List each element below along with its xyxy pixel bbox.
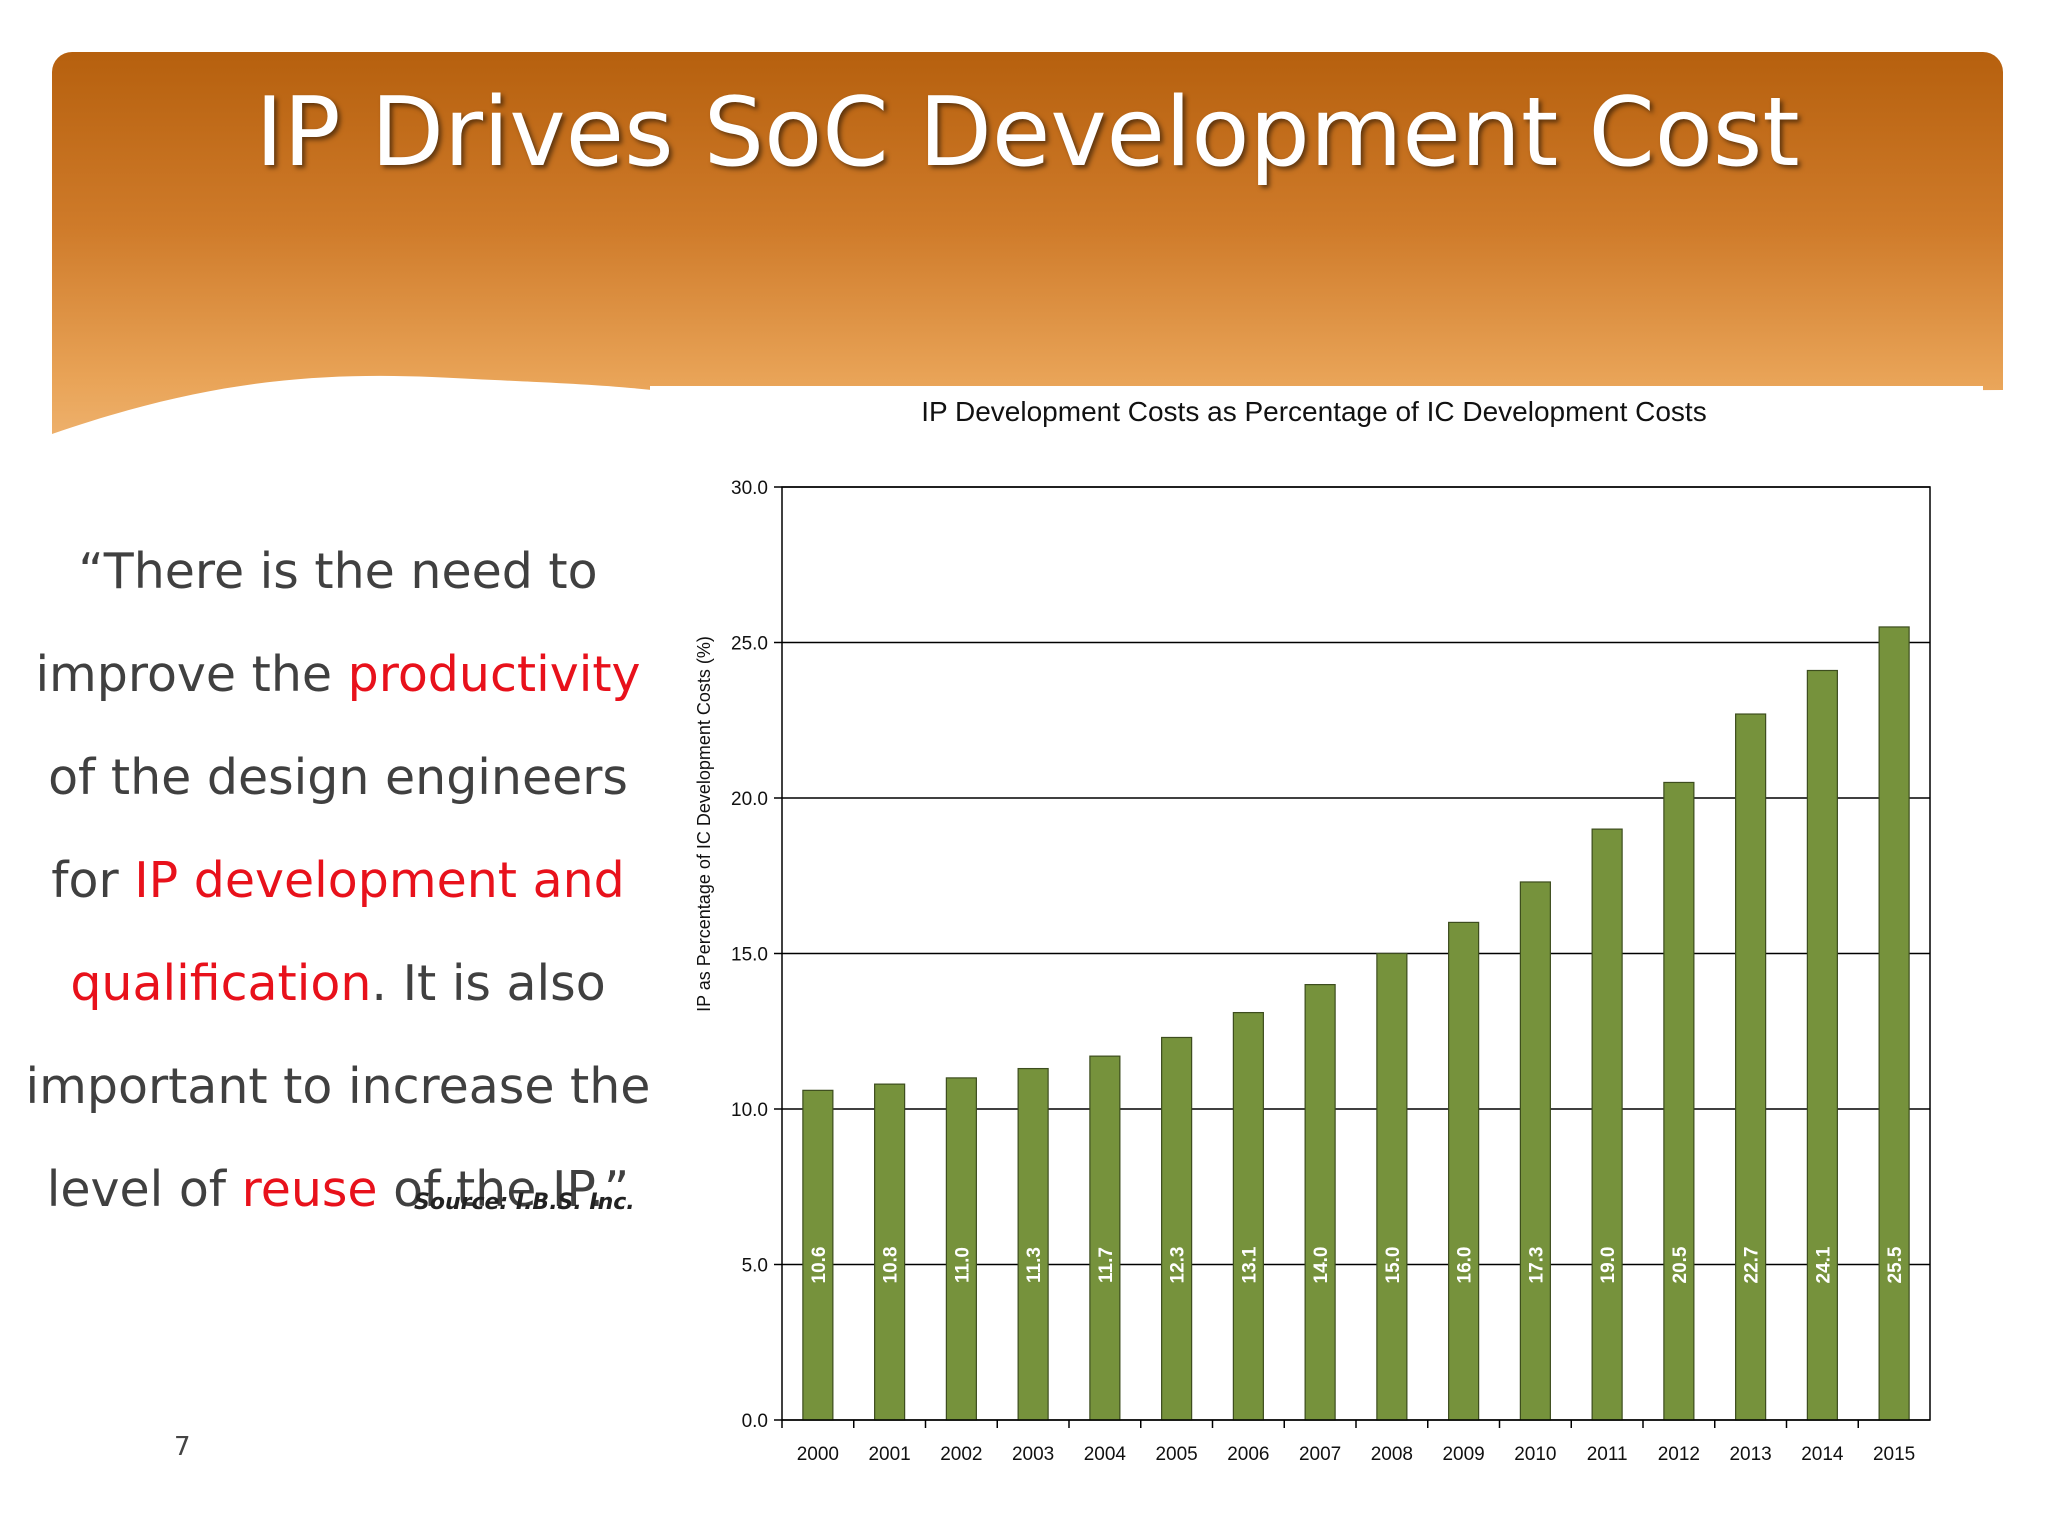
data-label: 19.0 [1598, 1247, 1619, 1284]
x-tick-label: 2011 [1587, 1444, 1628, 1465]
x-tick-label: 2001 [868, 1444, 910, 1465]
bar-2009 [1448, 921, 1480, 1421]
quote-part-4: of the IP.” [377, 1161, 630, 1218]
bar-2008 [1376, 952, 1408, 1421]
source-citation: Source: I.B.S. Inc. [414, 1190, 635, 1215]
data-label: 25.5 [1885, 1246, 1906, 1283]
data-label: 12.3 [1168, 1247, 1189, 1284]
data-label: 16.0 [1455, 1247, 1476, 1284]
data-label: 22.7 [1742, 1247, 1763, 1284]
x-tick-label: 2006 [1227, 1444, 1269, 1465]
quote-highlight-productivity: productivity [347, 646, 641, 703]
y-tick-label: 25.0 [731, 634, 768, 655]
y-tick-label: 20.0 [731, 789, 768, 810]
data-label: 11.3 [1024, 1247, 1045, 1283]
bar-2003 [1017, 1067, 1049, 1421]
x-tick-label: 2009 [1442, 1444, 1484, 1465]
x-tick-label: 2015 [1873, 1444, 1915, 1465]
x-tick-label: 2012 [1658, 1444, 1700, 1465]
bar-2002 [945, 1077, 977, 1421]
slide-title: IP Drives SoC Development Cost [255, 78, 1800, 188]
bar-2015 [1878, 626, 1910, 1421]
data-label: 13.1 [1239, 1246, 1260, 1283]
data-label: 10.8 [881, 1247, 902, 1284]
x-tick-label: 2002 [940, 1444, 982, 1465]
x-tick-label: 2014 [1801, 1444, 1844, 1465]
data-label: 24.1 [1813, 1246, 1834, 1283]
y-tick-label: 0.0 [742, 1411, 768, 1432]
data-label: 11.7 [1096, 1247, 1117, 1283]
x-tick-label: 2004 [1084, 1444, 1127, 1465]
data-label: 14.0 [1311, 1247, 1332, 1284]
bar-2013 [1735, 713, 1767, 1421]
x-tick-label: 2013 [1729, 1444, 1771, 1465]
y-tick-label: 30.0 [731, 478, 768, 499]
data-label: 11.0 [952, 1247, 973, 1283]
quote-part-2: of the design engineers for [48, 749, 628, 909]
x-tick-label: 2000 [797, 1444, 839, 1465]
x-tick-label: 2003 [1012, 1444, 1054, 1465]
quote-text: “There is the need to improve the produc… [18, 520, 658, 1241]
bar-2006 [1232, 1011, 1264, 1421]
bar-2004 [1089, 1055, 1121, 1421]
bar-2005 [1161, 1036, 1193, 1421]
data-label: 20.5 [1670, 1246, 1691, 1283]
quote-part-3: . It is also important to increase the l… [25, 955, 651, 1218]
x-tick-label: 2007 [1299, 1444, 1341, 1465]
quote-highlight-ip-development: IP development and qualification [70, 852, 625, 1012]
quote-part-1: “There is the need to improve the [35, 543, 598, 703]
chart-panel: IP Development Costs as Percentage of IC… [650, 386, 1983, 1516]
data-label: 17.3 [1526, 1247, 1547, 1284]
bar-2001 [874, 1083, 906, 1421]
bars: 10.6 10.8 11.0 11.3 11.7 12.3 13.1 14.0 15.0 16.0… [802, 626, 1910, 1421]
x-tick-label: 2010 [1514, 1444, 1556, 1465]
y-tick-label: 5.0 [742, 1256, 768, 1277]
chart-title: IP Development Costs as Percentage of IC… [921, 396, 1706, 427]
bar-2010 [1519, 881, 1551, 1421]
bar-2007 [1304, 983, 1336, 1421]
page-number: 7 [174, 1432, 191, 1462]
bar-2012 [1663, 781, 1695, 1421]
data-label: 10.6 [809, 1247, 830, 1284]
x-tick-label: 2005 [1155, 1444, 1197, 1465]
bar-2014 [1806, 669, 1838, 1421]
y-tick-label: 10.0 [731, 1100, 768, 1121]
bar-chart: IP Development Costs as Percentage of IC… [694, 396, 1931, 1465]
data-label: 15.0 [1383, 1247, 1404, 1284]
y-axis-label: IP as Percentage of IC Development Costs… [694, 636, 714, 1012]
axes: 0.0 5.0 10.0 15.0 20.0 25.0 30.0 2000 2001 2002 20… [731, 478, 1931, 1465]
x-tick-label: 2008 [1371, 1444, 1413, 1465]
quote-highlight-reuse: reuse [241, 1161, 378, 1218]
y-tick-label: 15.0 [731, 945, 768, 966]
bar-2011 [1591, 828, 1623, 1421]
